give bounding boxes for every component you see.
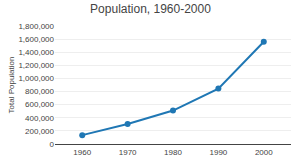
svg-text:1980: 1980 <box>164 148 182 157</box>
svg-text:1,600,000: 1,600,000 <box>18 35 54 44</box>
svg-text:200,000: 200,000 <box>25 127 54 136</box>
svg-text:1,400,000: 1,400,000 <box>18 48 54 57</box>
svg-text:0: 0 <box>50 140 55 149</box>
svg-text:1960: 1960 <box>73 148 91 157</box>
svg-text:1,000,000: 1,000,000 <box>18 74 54 83</box>
svg-text:400,000: 400,000 <box>25 114 54 123</box>
svg-text:2000: 2000 <box>255 148 273 157</box>
svg-text:Population, 1960-2000: Population, 1960-2000 <box>90 2 211 16</box>
svg-text:Total Population: Total Population <box>7 57 16 114</box>
svg-text:1990: 1990 <box>209 148 227 157</box>
svg-text:1,800,000: 1,800,000 <box>18 22 54 31</box>
svg-text:800,000: 800,000 <box>25 87 54 96</box>
svg-text:1,200,000: 1,200,000 <box>18 61 54 70</box>
svg-text:1970: 1970 <box>119 148 137 157</box>
svg-text:600,000: 600,000 <box>25 100 54 109</box>
